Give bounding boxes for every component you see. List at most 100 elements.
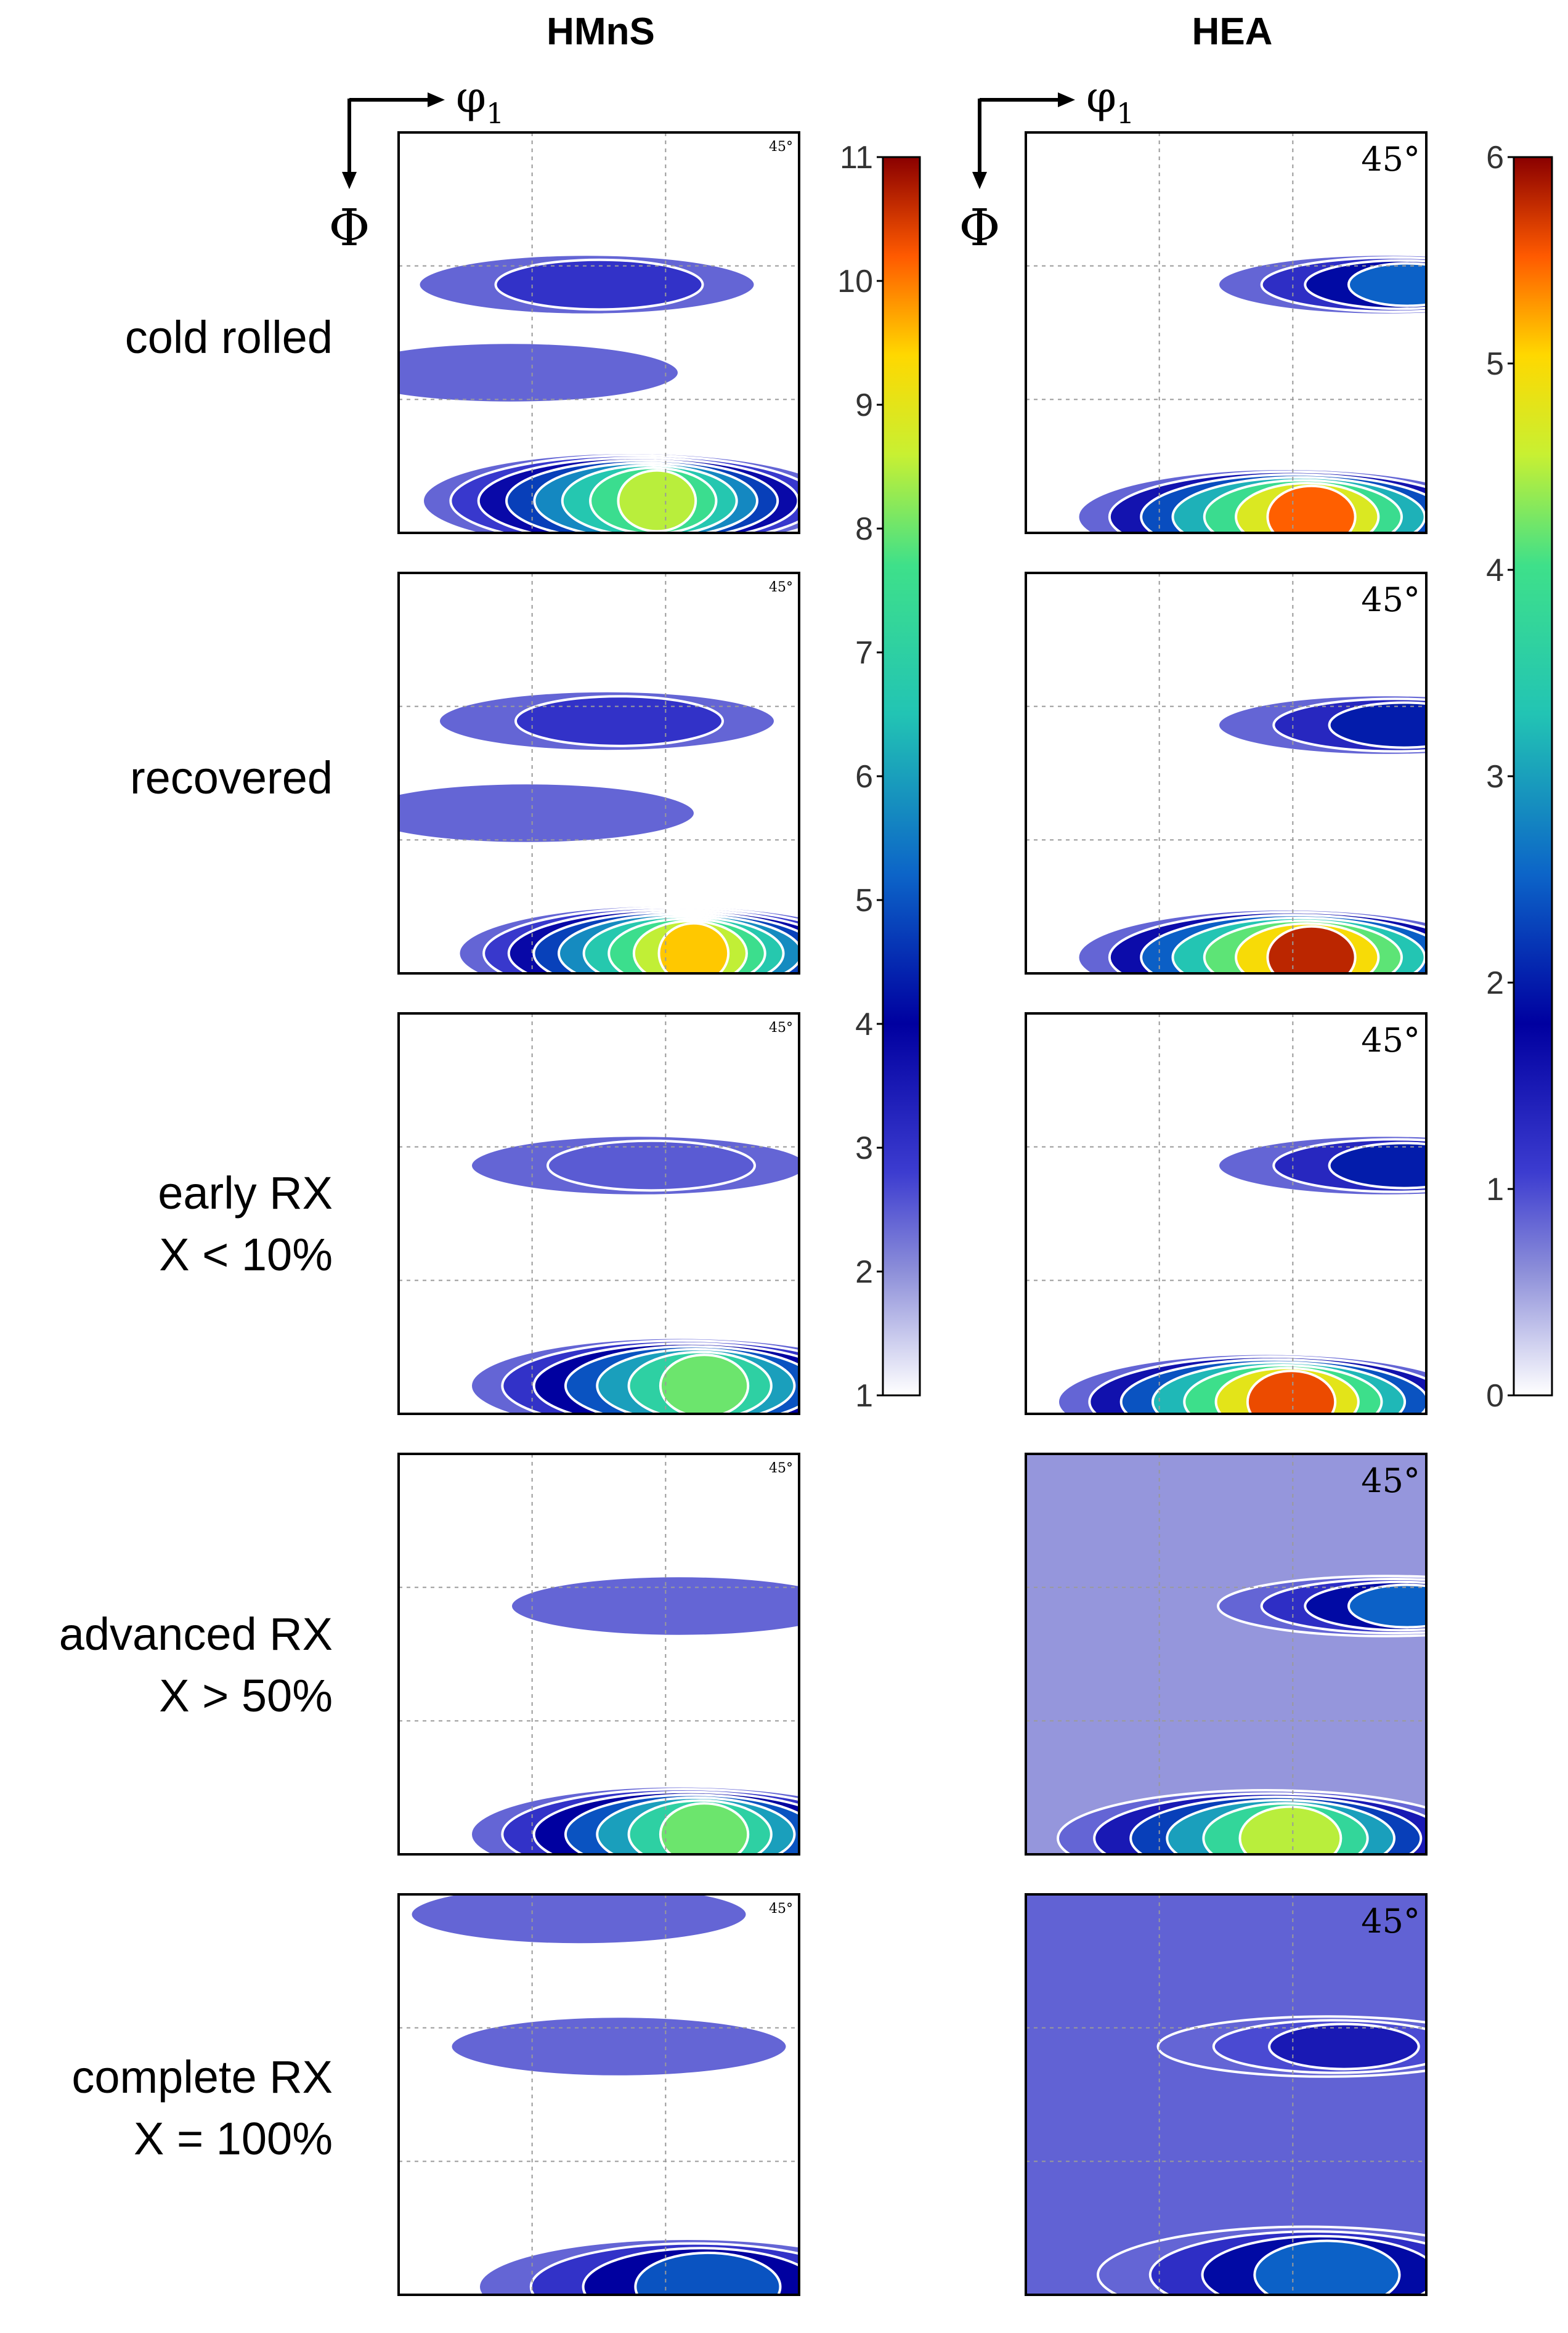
- contour-level: [659, 1802, 750, 1854]
- contour-level: [1253, 2239, 1401, 2295]
- Phi-axis-label: Φ: [328, 199, 370, 258]
- row-label-recovered: recovered: [130, 752, 333, 803]
- panel-frame: [1025, 1453, 1428, 1856]
- panel-corner-label: 45°: [769, 1020, 793, 1036]
- row-label-early-rx: early RX: [158, 1167, 333, 1219]
- panel-corner-label: 45°: [769, 1901, 793, 1917]
- contour-level: [1328, 1142, 1426, 1190]
- phi1-axis-label: φ1: [1086, 72, 1134, 130]
- panel-corner-label: 45°: [769, 139, 793, 155]
- contour-level: [1246, 1369, 1337, 1414]
- colorbar-tick-label: 1: [1486, 1172, 1504, 1207]
- panel-frame: [397, 1453, 800, 1856]
- panel-background: [1026, 1013, 1426, 1414]
- panel-hmns-0: 45°: [397, 131, 800, 534]
- contour-level: [634, 2251, 782, 2295]
- column-title-hea: HEA: [1192, 10, 1273, 53]
- colorbar-tick-label: 6: [855, 759, 873, 795]
- column-title-hmns: HMnS: [546, 10, 655, 53]
- panel-corner-label: 45°: [1361, 580, 1420, 619]
- panel-contours: [399, 253, 799, 533]
- colorbar-tick-label: 2: [1486, 965, 1504, 1001]
- contour-level: [1347, 262, 1426, 307]
- phi1-subscript: 1: [486, 97, 504, 130]
- row-sublabel-early-rx: X < 10%: [159, 1229, 333, 1280]
- colorbar-tick-label: 1: [855, 1378, 873, 1414]
- phi1-axis-label: φ1: [456, 72, 504, 130]
- panel-hea-1: 45°: [1025, 572, 1428, 975]
- panel-hmns-4: 45°: [397, 1893, 800, 2296]
- phi1-subscript: 1: [1116, 97, 1134, 130]
- panel-hea-4: 45°: [1025, 1893, 1428, 2296]
- panel-background: [399, 1894, 799, 2295]
- contour-level: [510, 1575, 799, 1637]
- contour-level: [617, 469, 697, 533]
- contour-level: [1328, 701, 1426, 749]
- panel-corner-label: 45°: [1361, 1902, 1420, 1941]
- panel-background: [1026, 573, 1426, 973]
- panel-corner-label: 45°: [1361, 1461, 1420, 1500]
- contour-level: [1347, 1583, 1426, 1629]
- panel-hea-0: 45°: [1025, 131, 1428, 534]
- colorbar-tick-label: 0: [1486, 1378, 1504, 1414]
- row-labels: cold rolled recovered early RX X < 10% a…: [59, 312, 333, 2164]
- colorbar-tick-label: 5: [1486, 346, 1504, 382]
- phi1-arrow-head: [1058, 92, 1075, 107]
- contour-panels: 45° 45° 45° 45° 45° 45° 45° 45° 45° 45°: [397, 131, 1428, 2296]
- panel-corner-label: 45°: [1361, 140, 1420, 179]
- colorbar-hea-gradient: [1513, 156, 1553, 1397]
- contour-level: [1268, 2023, 1420, 2071]
- panel-frame: [1025, 1012, 1428, 1415]
- Phi-axis-label: Φ: [959, 199, 1000, 258]
- contour-level: [494, 258, 704, 311]
- panel-background-level: [1026, 1454, 1426, 1854]
- panel-frame: [1025, 131, 1428, 534]
- panel-frame: [397, 131, 800, 534]
- panel-corner-label: 45°: [1361, 1021, 1420, 1060]
- colorbar-tick-label: 11: [840, 140, 873, 176]
- colorbar-tick-label: 9: [855, 387, 873, 423]
- colorbar-tick-label: 4: [855, 1007, 873, 1042]
- panel-contours: [1057, 1134, 1426, 1414]
- contour-level: [449, 2015, 789, 2078]
- Phi-arrow-head: [972, 172, 987, 189]
- panel-hea-3: 45°: [1025, 1453, 1428, 1856]
- row-label-complete-rx: complete RX: [71, 2051, 333, 2103]
- colorbar-hmns-ticks: 1 2 3 4 5 6 7 8 9 10 11: [837, 140, 883, 1414]
- contour-level: [1238, 1805, 1343, 1854]
- colorbar-hea: 0 1 2 3 4 5 6: [1486, 140, 1553, 1414]
- panel-contours: [399, 689, 799, 973]
- phi1-arrow-head: [428, 92, 445, 107]
- panel-corner-label: 45°: [769, 1461, 793, 1476]
- colorbar-tick-label: 3: [1486, 759, 1504, 795]
- contour-level: [546, 1139, 756, 1192]
- axis-indicator-hea: φ1 Φ: [959, 72, 1134, 258]
- colorbar-hmns: 1 2 3 4 5 6 7 8 9 10 11: [837, 140, 921, 1414]
- contour-level: [1266, 484, 1357, 533]
- colorbar-tick-label: 8: [855, 511, 873, 547]
- panel-hmns-1: 45°: [397, 572, 800, 975]
- colorbar-tick-label: 7: [855, 635, 873, 671]
- colorbar-tick-label: 2: [855, 1254, 873, 1290]
- contour-level: [514, 695, 724, 747]
- panel-frame: [1025, 572, 1428, 975]
- panel-frame: [397, 1893, 800, 2296]
- contour-level: [659, 1353, 750, 1414]
- row-sublabel-advanced-rx: X > 50%: [159, 1670, 333, 1721]
- panel-contours: [1076, 694, 1426, 973]
- panel-contours: [1026, 1894, 1426, 2295]
- panel-contours: [409, 1894, 799, 2295]
- panel-contours: [469, 1134, 799, 1414]
- panel-corner-label: 45°: [769, 580, 793, 595]
- panel-frame: [397, 1012, 800, 1415]
- panel-contours: [1026, 1454, 1426, 1854]
- contour-level: [1266, 925, 1357, 973]
- panel-hea-2: 45°: [1025, 1012, 1428, 1415]
- colorbar-tick-label: 3: [855, 1130, 873, 1166]
- panel-background: [1026, 132, 1426, 533]
- contour-level: [409, 1894, 749, 1946]
- panel-hmns-2: 45°: [397, 1012, 800, 1415]
- row-label-cold-rolled: cold rolled: [125, 312, 333, 363]
- row-sublabel-complete-rx: X = 100%: [134, 2113, 333, 2164]
